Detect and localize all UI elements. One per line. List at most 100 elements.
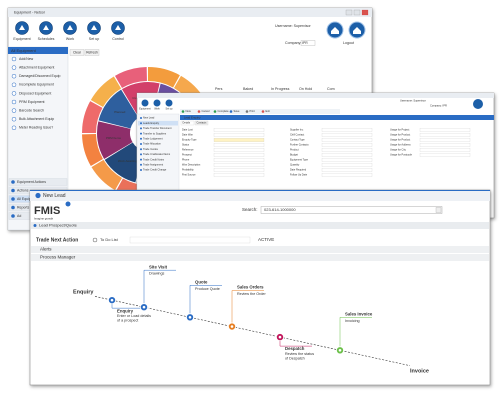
nav-item[interactable]: Trade Transfer Document: [143, 127, 172, 130]
tab-label[interactable]: Contacts: [197, 122, 208, 125]
sidebar-group: [8, 178, 68, 186]
action-label[interactable]: Save: [234, 109, 240, 113]
sidebar-item[interactable]: Incomplete Equipment: [19, 83, 54, 87]
step-note: Produce Quote: [195, 287, 220, 291]
nav-item[interactable]: Trade Assignment: [143, 163, 163, 166]
button-label[interactable]: Refresh: [86, 51, 98, 55]
field-input: [213, 148, 265, 152]
window-button: [345, 9, 353, 16]
nav-item[interactable]: Trade Credit Change: [143, 169, 167, 172]
action-label[interactable]: Cancel: [202, 109, 210, 113]
toolbar-label[interactable]: Control: [112, 37, 124, 41]
item-icon: [11, 116, 17, 122]
action-label[interactable]: Exit: [266, 109, 271, 113]
nav-item[interactable]: Leads Enquiry: [143, 122, 160, 125]
alerts-header[interactable]: Alerts: [40, 247, 52, 252]
field-label: Quantity: [290, 164, 300, 167]
column-header: In Progress: [271, 87, 290, 91]
toolbar-label[interactable]: Work: [66, 37, 75, 41]
toolbar-label[interactable]: Set up: [166, 108, 174, 111]
step-title[interactable]: Quote: [195, 279, 208, 284]
ring-segment: [115, 67, 147, 88]
form-header: [180, 115, 494, 120]
action-label[interactable]: Complete: [218, 109, 230, 113]
ring-segment: [82, 101, 103, 133]
nav-item[interactable]: New Lead: [143, 117, 155, 120]
sidebar-item[interactable]: PRM Equipment: [19, 100, 45, 104]
toolbar-label[interactable]: Work: [154, 108, 160, 111]
search-box: [260, 206, 443, 214]
title-bar: [137, 93, 494, 98]
chart-segment: [97, 121, 133, 160]
process-header[interactable]: Process Manager: [40, 255, 76, 260]
action-label[interactable]: New: [186, 109, 191, 113]
field-label: Contact Type: [290, 139, 305, 142]
toolbar-label[interactable]: Equipment: [13, 37, 30, 41]
field-input: [321, 143, 373, 147]
sidebar-group-label[interactable]: Actions: [17, 188, 29, 192]
field-input: [321, 138, 373, 142]
action-icon: [197, 110, 201, 113]
sidebar-item[interactable]: Add/New: [19, 57, 34, 61]
nav-item[interactable]: Transfer to Suppliers: [143, 132, 167, 135]
sidebar-group-label[interactable]: Reports: [17, 205, 30, 209]
process-bar: [31, 254, 489, 261]
tab-label[interactable]: Details: [183, 122, 191, 125]
company-label: Company:: [285, 41, 301, 45]
field-label: First Source: [182, 174, 196, 177]
window-button: [361, 9, 369, 16]
action-icon: [261, 110, 265, 113]
search-value[interactable]: 023-614-1000000: [264, 207, 296, 212]
toolbar-label[interactable]: Set up: [89, 37, 99, 41]
field-input: [419, 143, 471, 147]
item-icon: [11, 108, 17, 113]
step-title[interactable]: Despatch: [285, 346, 305, 351]
field-input: [419, 148, 471, 152]
sidebar-group-label[interactable]: All Equip: [17, 197, 31, 201]
sidebar-item[interactable]: Bulk Attachment Equip: [19, 117, 54, 121]
sidebar-item[interactable]: Disposed Equipment: [19, 91, 51, 95]
column-header: On Hold: [299, 87, 312, 91]
sidebar-item[interactable]: Damaged/Disowned Equip: [19, 74, 60, 78]
nav-item[interactable]: Trade Unallocated Items: [143, 153, 171, 156]
nav-item[interactable]: Trade Credit Notes: [143, 158, 165, 161]
nav-item[interactable]: Trade Invoice: [143, 148, 159, 151]
process-start: Enquiry: [73, 289, 94, 295]
icon-glyph: [331, 27, 339, 34]
note-line: Review the status: [285, 352, 314, 356]
field-input: [213, 153, 265, 157]
icon-glyph: [115, 25, 121, 30]
sidebar-item[interactable]: Attachment Equipment: [19, 66, 54, 70]
field-label: Further Contacts: [290, 144, 309, 147]
step-title[interactable]: Sales Invoice: [345, 311, 373, 316]
step-title[interactable]: Enquiry: [117, 308, 134, 313]
nav-item[interactable]: Trade Allocation: [143, 143, 161, 146]
sidebar-item[interactable]: Barcode Search: [19, 109, 44, 113]
button-label[interactable]: Clear: [73, 51, 82, 55]
step-title[interactable]: Site Visit: [149, 264, 168, 269]
field-label: Chill Contact: [290, 134, 304, 137]
item-icon: [11, 82, 17, 88]
field-input: [213, 173, 265, 177]
sidebar-group-label[interactable]: Equipment Actions: [17, 180, 46, 184]
action-icon: [181, 110, 185, 113]
sidebar-group-label[interactable]: Ad: [17, 214, 21, 218]
field-label: Product: [290, 149, 299, 152]
step-title[interactable]: Sales Orders: [237, 285, 264, 290]
toolbar-label[interactable]: Equipment: [139, 108, 151, 111]
logout[interactable]: Logout: [343, 41, 354, 45]
field-label: Usage for Postcode: [390, 154, 413, 157]
toolbar-label[interactable]: Schedules: [38, 37, 55, 41]
step-node-core: [110, 298, 114, 302]
section-icon: [33, 224, 37, 227]
nav-item[interactable]: Trade Lodgement: [143, 137, 163, 140]
ring-segment: [91, 159, 122, 191]
sidebar-item[interactable]: Meter Reading Issue?: [19, 126, 53, 130]
field-input: [321, 168, 373, 172]
nav-icon: [140, 169, 142, 171]
action-label[interactable]: Print: [250, 109, 256, 113]
home-icon: [473, 99, 483, 109]
